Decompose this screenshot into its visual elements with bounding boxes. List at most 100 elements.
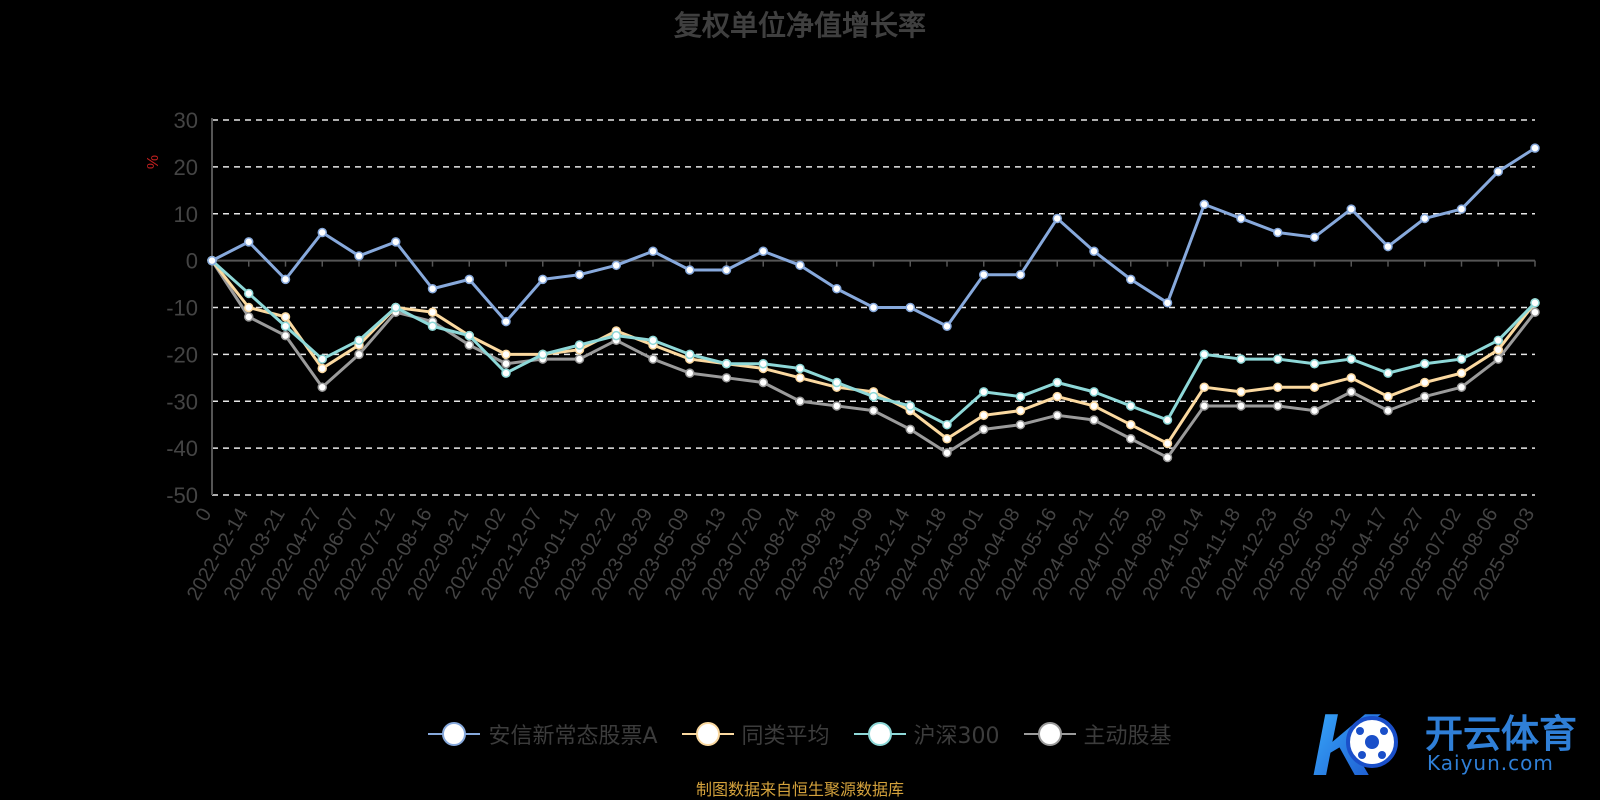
x-tick-labels: 02022-02-142022-03-212022-04-272022-06-0… bbox=[183, 505, 1539, 605]
data-point bbox=[1383, 405, 1393, 416]
data-point bbox=[1493, 354, 1503, 364]
legend-item[interactable]: 沪深300 bbox=[853, 718, 1000, 750]
data-point bbox=[1346, 354, 1356, 364]
data-point bbox=[1089, 415, 1099, 425]
data-point bbox=[280, 330, 291, 341]
data-point bbox=[207, 255, 217, 266]
data-point bbox=[391, 237, 401, 247]
data-point bbox=[611, 330, 621, 341]
data-point bbox=[979, 269, 989, 280]
data-point bbox=[244, 237, 254, 247]
y-axis-label: % bbox=[145, 155, 162, 169]
data-point bbox=[832, 284, 842, 294]
data-point bbox=[1126, 419, 1136, 430]
data-point bbox=[721, 359, 732, 369]
data-point bbox=[1383, 391, 1393, 402]
data-point bbox=[538, 349, 548, 360]
data-point bbox=[391, 302, 401, 313]
data-point bbox=[1530, 143, 1540, 153]
data-point bbox=[721, 373, 732, 383]
data-point bbox=[795, 260, 805, 271]
data-point bbox=[1420, 213, 1430, 224]
data-point bbox=[244, 302, 254, 313]
data-point bbox=[905, 302, 915, 313]
data-point bbox=[1015, 419, 1026, 430]
y-tick-label: -40 bbox=[166, 436, 198, 461]
data-point bbox=[1456, 382, 1467, 392]
y-tick-label: 10 bbox=[174, 202, 198, 227]
data-point bbox=[501, 349, 511, 360]
data-point bbox=[1456, 368, 1467, 378]
series-line bbox=[210, 259, 1537, 445]
data-point bbox=[427, 307, 438, 317]
series-line bbox=[210, 259, 1537, 459]
data-point bbox=[427, 321, 438, 331]
data-point bbox=[501, 359, 511, 369]
data-point bbox=[1015, 405, 1026, 416]
legend-item[interactable]: 同类平均 bbox=[681, 718, 830, 750]
data-point bbox=[685, 349, 695, 360]
data-point bbox=[1309, 359, 1320, 369]
y-tick-label: 30 bbox=[174, 108, 198, 133]
y-tick-label: -50 bbox=[166, 483, 198, 508]
data-point bbox=[1126, 434, 1136, 444]
data-point bbox=[1052, 410, 1062, 421]
data-point bbox=[1089, 387, 1099, 397]
data-point bbox=[795, 396, 805, 406]
data-point bbox=[1420, 359, 1430, 369]
data-point bbox=[1199, 401, 1209, 411]
data-point bbox=[354, 335, 364, 346]
data-point bbox=[1530, 307, 1540, 317]
data-point bbox=[1199, 382, 1209, 392]
data-point bbox=[464, 274, 474, 285]
data-point bbox=[244, 312, 254, 322]
data-point bbox=[1273, 382, 1283, 392]
chart-legend: 安信新常态股票A 同类平均 沪深300 主动股基 bbox=[0, 718, 1600, 750]
data-point bbox=[942, 419, 952, 430]
data-point bbox=[1089, 401, 1099, 411]
data-point bbox=[538, 274, 548, 285]
data-point bbox=[1089, 246, 1099, 256]
data-point bbox=[1162, 438, 1173, 449]
data-point bbox=[942, 434, 952, 444]
data-point bbox=[1346, 204, 1356, 214]
data-point bbox=[1162, 415, 1173, 425]
data-point bbox=[795, 363, 805, 374]
data-point bbox=[317, 227, 327, 238]
legend-item[interactable]: 安信新常态股票A bbox=[428, 718, 658, 750]
data-point bbox=[1309, 382, 1320, 392]
data-point bbox=[832, 377, 842, 388]
data-point bbox=[354, 251, 364, 261]
data-point bbox=[317, 382, 327, 392]
data-point bbox=[832, 401, 842, 411]
data-point bbox=[1273, 401, 1283, 411]
legend-item[interactable]: 主动股基 bbox=[1023, 718, 1172, 750]
data-point bbox=[354, 349, 364, 360]
legend-marker-icon bbox=[681, 722, 734, 746]
data-point bbox=[464, 330, 474, 341]
data-point bbox=[464, 340, 474, 350]
y-tick-label: -20 bbox=[166, 342, 198, 367]
data-point bbox=[317, 363, 327, 374]
data-point bbox=[942, 321, 952, 331]
data-source-note: 制图数据来自恒生聚源数据库 bbox=[695, 780, 904, 799]
data-point bbox=[1420, 391, 1430, 402]
data-point bbox=[868, 405, 879, 416]
data-point bbox=[721, 265, 732, 275]
data-point bbox=[1236, 213, 1246, 224]
data-point bbox=[1015, 391, 1026, 402]
data-point bbox=[611, 260, 621, 271]
data-point bbox=[1346, 387, 1356, 397]
data-point bbox=[1346, 373, 1356, 383]
data-point bbox=[427, 284, 438, 294]
data-point bbox=[1420, 377, 1430, 388]
data-point bbox=[280, 321, 291, 331]
data-point bbox=[1456, 354, 1467, 364]
data-point bbox=[648, 335, 658, 346]
logo-url-text: Kaiyun.com bbox=[1427, 751, 1554, 775]
data-point bbox=[979, 410, 989, 421]
data-point bbox=[280, 274, 291, 285]
logo-brand-text: 开云体育 bbox=[1425, 712, 1578, 756]
data-point bbox=[1126, 274, 1136, 285]
